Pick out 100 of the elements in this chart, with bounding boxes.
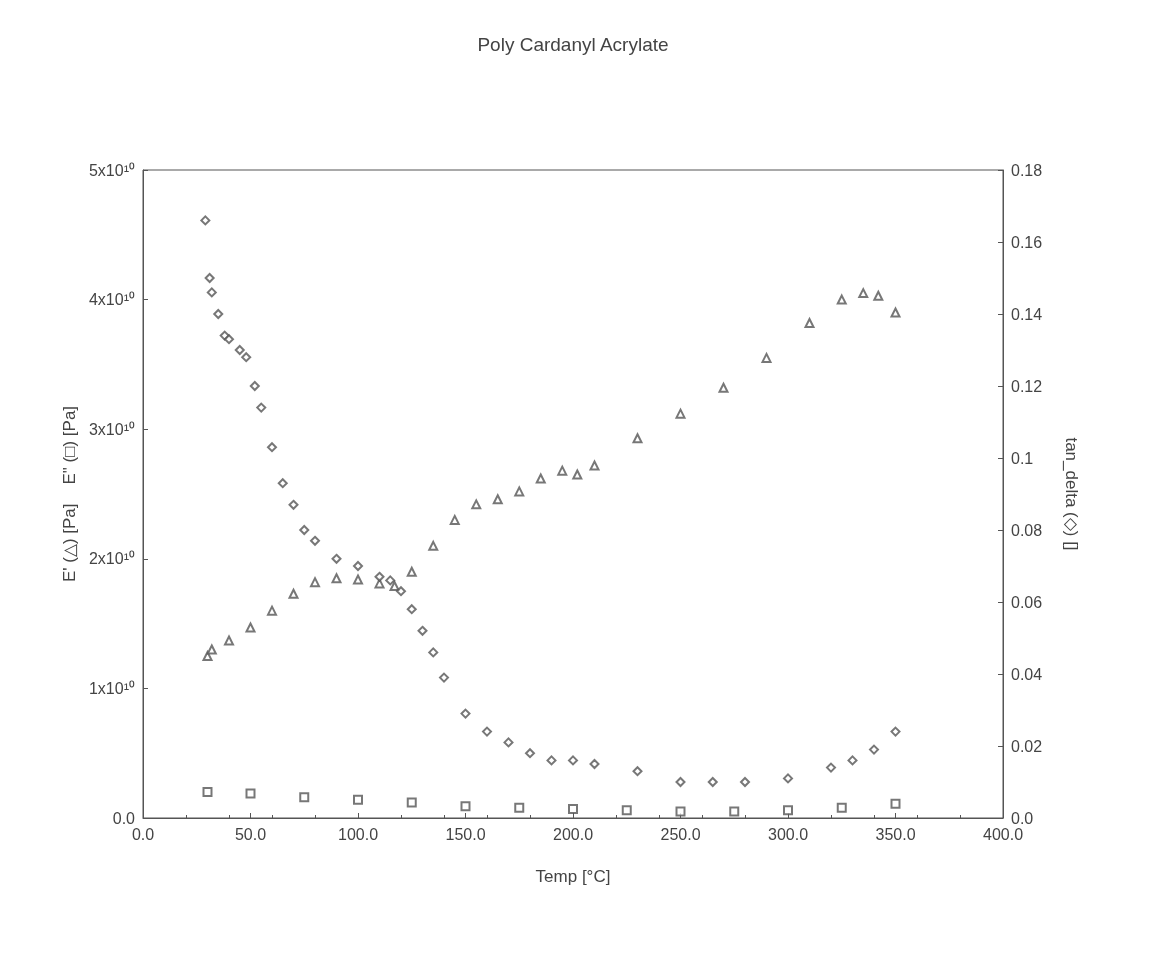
point (439, 672, 449, 683)
point (213, 309, 224, 319)
point (783, 773, 793, 784)
point (417, 625, 428, 636)
point (234, 345, 245, 355)
point (206, 644, 217, 655)
point (224, 635, 234, 646)
x-tick-label: 50.0 (234, 825, 267, 843)
y2-tick-label: 0.1 (1011, 449, 1034, 467)
y2-tick-label: 0.18 (1011, 161, 1043, 179)
point (589, 759, 600, 769)
point (572, 469, 583, 480)
point (492, 494, 503, 505)
point (471, 499, 482, 510)
y-tick-label: 4x10¹⁰ (88, 291, 135, 309)
point (632, 433, 643, 444)
point (783, 805, 793, 816)
point (858, 288, 869, 299)
point (589, 460, 600, 471)
point (546, 755, 557, 766)
x-tick-label: 100.0 (337, 825, 379, 843)
point (890, 798, 901, 809)
point (267, 442, 277, 453)
point (206, 287, 217, 298)
x-tick-label: 150.0 (445, 825, 486, 843)
point (890, 307, 901, 318)
x-axis-title: Temp [°C] (535, 867, 611, 886)
y2-tick-label: 0.0 (1011, 809, 1034, 827)
point (836, 294, 847, 305)
y2-tick-label: 0.06 (1011, 593, 1043, 611)
point (288, 588, 299, 599)
point (449, 514, 460, 525)
point (310, 535, 320, 546)
point (675, 408, 686, 419)
point (826, 762, 836, 773)
point (245, 622, 256, 633)
y2-tick-label: 0.04 (1011, 665, 1043, 683)
y-tick-label: 5x10¹⁰ (88, 161, 135, 179)
point (869, 744, 879, 755)
y2-axis-title: tan_delta (◇) [] (1062, 437, 1081, 551)
x-tick-label: 350.0 (875, 825, 916, 843)
point (428, 647, 439, 658)
x-tick-label: 250.0 (660, 825, 701, 843)
y-tick-label: 0.0 (112, 809, 136, 827)
point (331, 553, 342, 564)
point (256, 402, 267, 413)
point (406, 566, 417, 577)
point (804, 317, 815, 328)
point (675, 806, 686, 817)
point (568, 803, 578, 814)
point (406, 604, 417, 615)
point (890, 726, 901, 737)
point (299, 792, 310, 803)
point (503, 737, 514, 748)
point (873, 290, 884, 301)
point (761, 352, 772, 363)
point (204, 273, 215, 283)
point (718, 382, 729, 393)
x-tick-label: 0.0 (131, 825, 155, 843)
point (299, 525, 310, 535)
point (557, 465, 568, 476)
x-tick-label: 400.0 (982, 825, 1024, 843)
point (249, 381, 260, 391)
chart-title: Poly Cardanyl Acrylate (477, 34, 669, 55)
x-tick-label: 200.0 (552, 825, 594, 843)
point (460, 708, 471, 719)
point (847, 755, 858, 766)
point (353, 574, 363, 585)
point (740, 777, 750, 787)
point (353, 794, 363, 805)
point (535, 473, 546, 484)
point (632, 766, 643, 777)
point (310, 577, 320, 588)
x-tick-label: 300.0 (767, 825, 809, 843)
point (202, 787, 213, 798)
point (428, 540, 439, 551)
y-tick-label: 1x10¹⁰ (88, 679, 135, 697)
y2-tick-label: 0.12 (1011, 377, 1043, 395)
point (675, 777, 686, 787)
point (396, 586, 406, 597)
point (836, 802, 847, 813)
point (245, 788, 256, 799)
point (374, 578, 385, 589)
point (374, 571, 385, 582)
point (482, 726, 492, 737)
point (460, 801, 471, 812)
point (224, 334, 234, 345)
point (621, 805, 632, 816)
y2-tick-label: 0.14 (1011, 305, 1043, 323)
point (277, 478, 288, 489)
y-axis-title: E' (△) [Pa] E" (□) [Pa] (60, 405, 80, 583)
point (267, 605, 277, 616)
point (514, 802, 525, 813)
y-tick-label: 3x10¹⁰ (88, 420, 135, 438)
y-tick-label: 2x10¹⁰ (88, 550, 135, 568)
y2-tick-label: 0.16 (1011, 233, 1043, 251)
point (353, 561, 363, 571)
point (241, 352, 252, 363)
y2-tick-label: 0.02 (1011, 737, 1043, 755)
point (729, 806, 740, 817)
